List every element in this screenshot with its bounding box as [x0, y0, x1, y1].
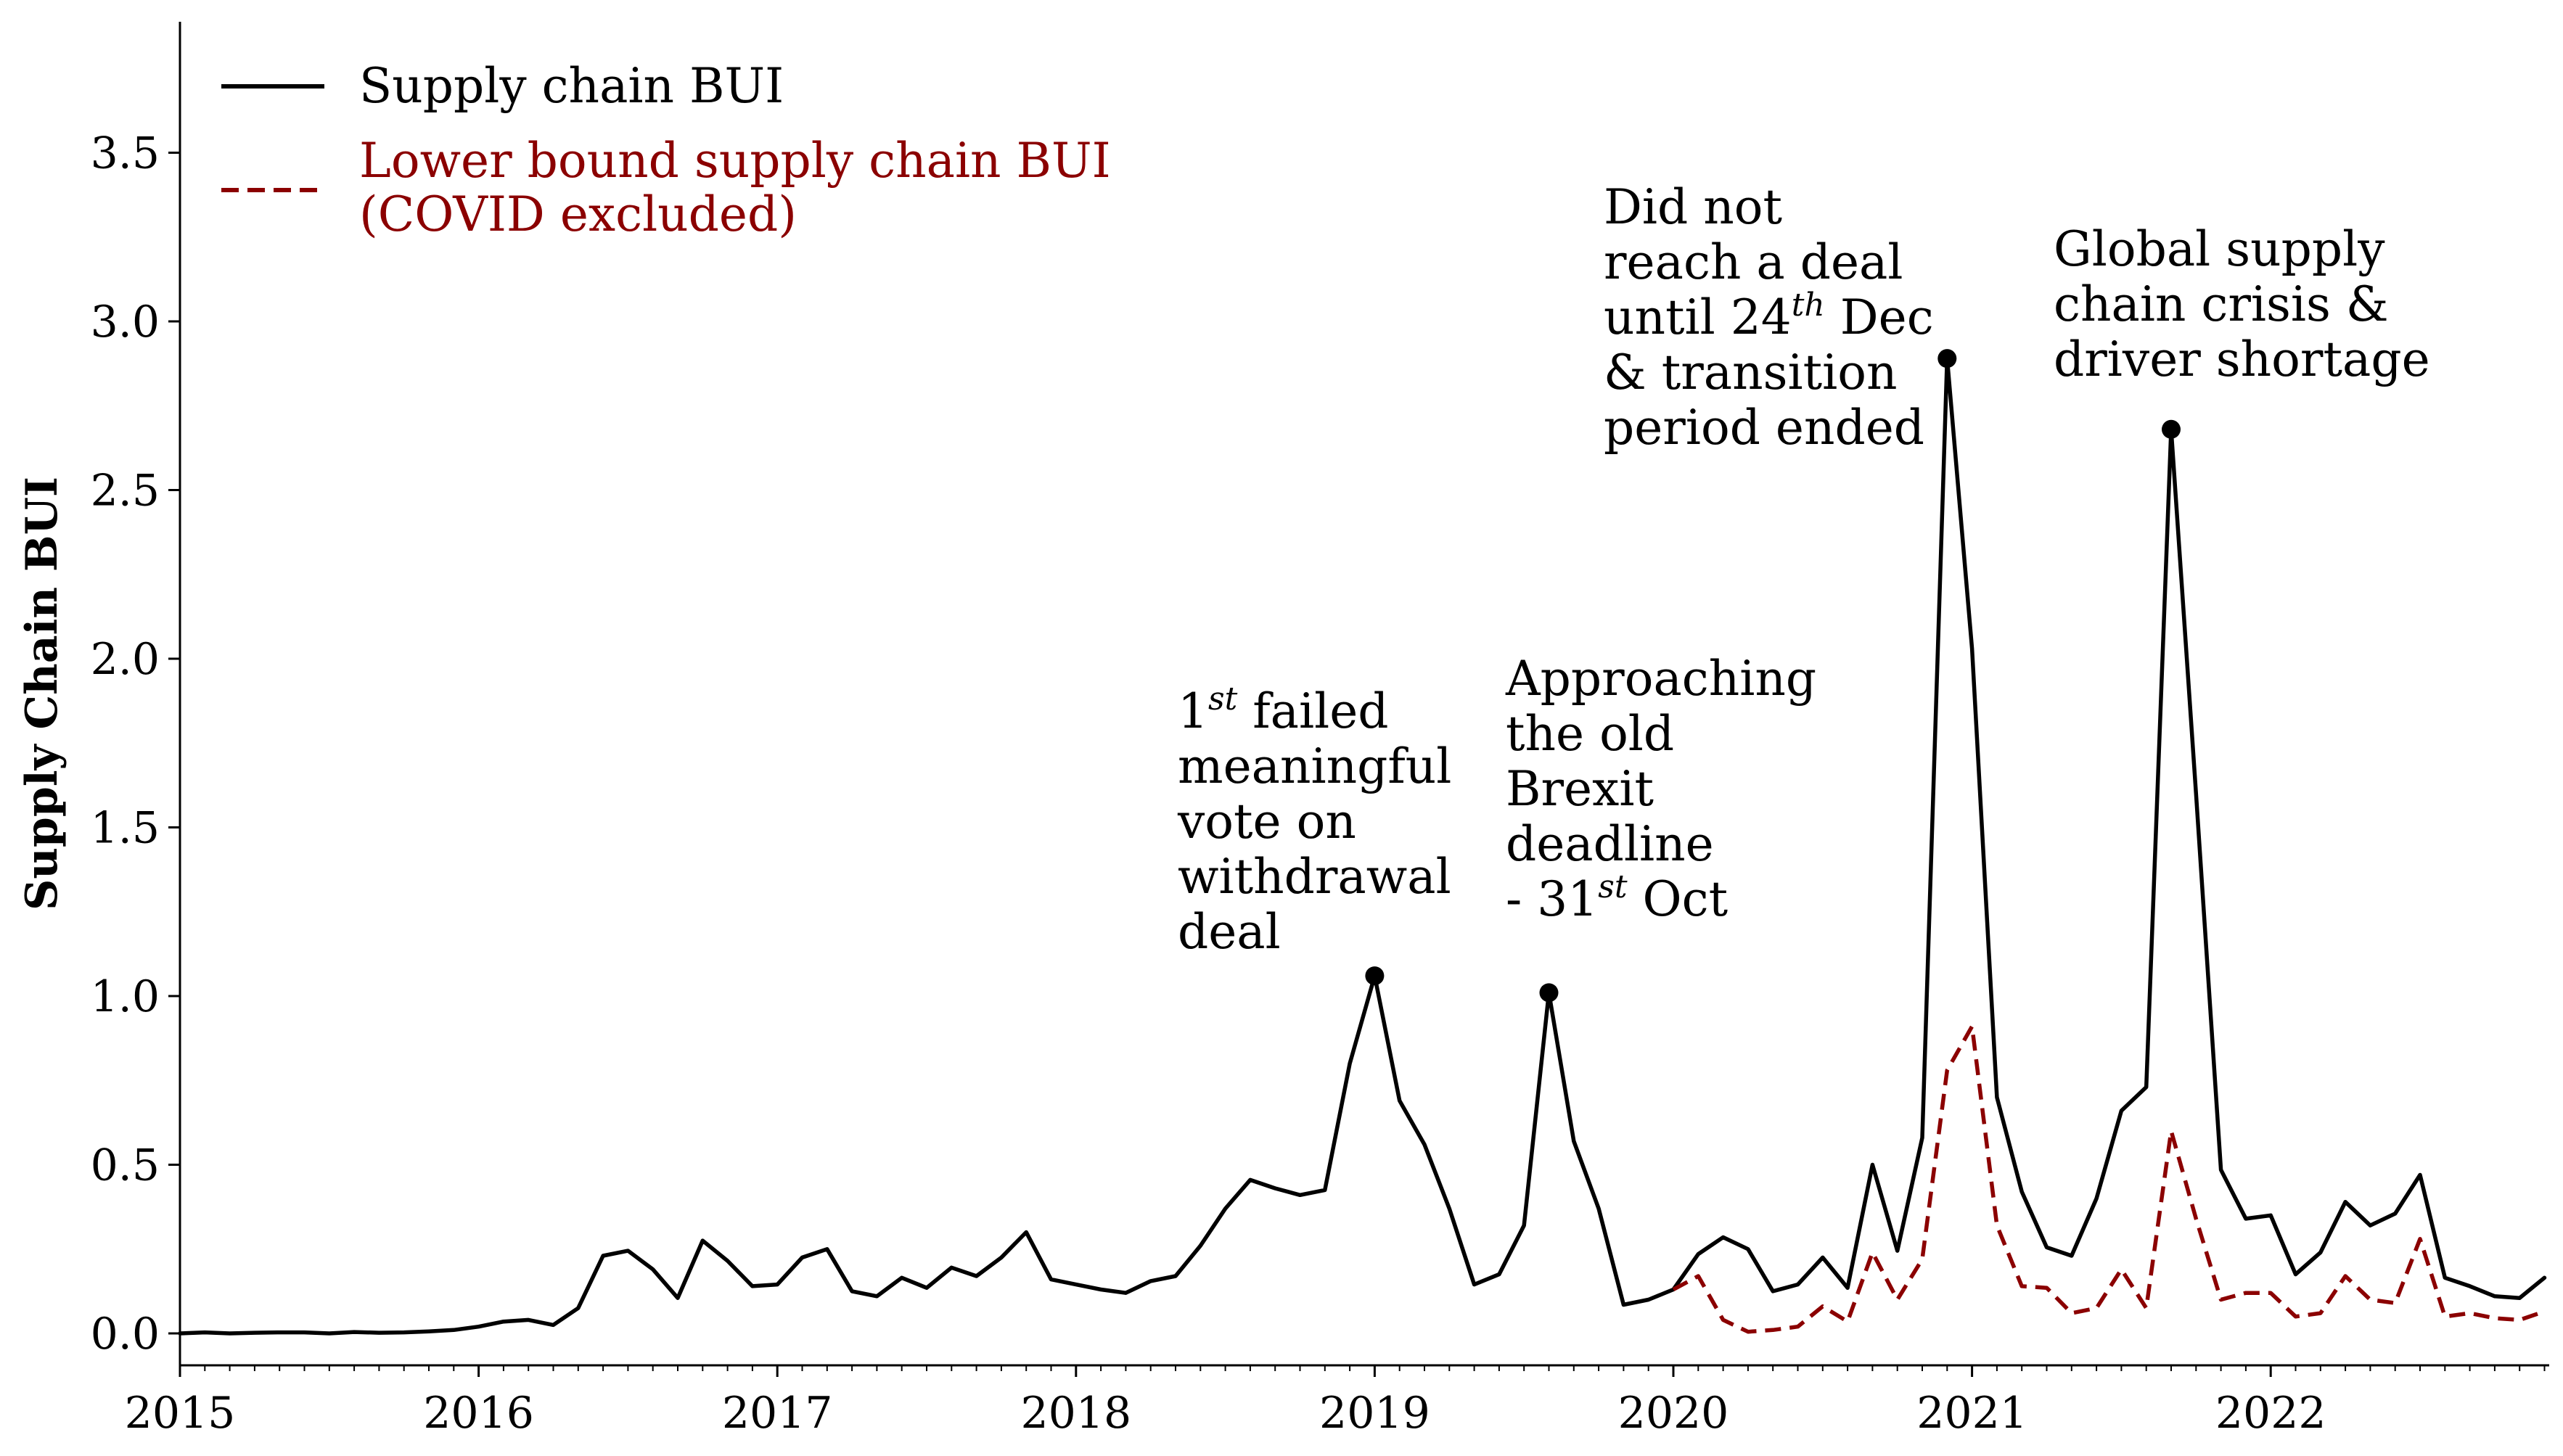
annotation-line: chain crisis &: [2054, 276, 2389, 332]
annotation-text-run: meaningful: [1178, 739, 1451, 794]
axes: 0.0 0.5 1.0 1.5 2.0 2.5 3.0 3.5 2015 2016 2017 2018…: [17, 22, 2549, 1439]
y-tick-label: 2.0: [91, 634, 160, 685]
annotation-text-run: chain crisis &: [2054, 276, 2389, 332]
annotation-text-run: Global supply: [2054, 221, 2385, 277]
annotation-line: deal: [1178, 904, 1281, 960]
y-tick-label: 0.5: [91, 1140, 160, 1191]
annotation-text-run: failed: [1237, 683, 1388, 739]
y-tick-label: 2.5: [91, 466, 160, 517]
annotation-line: Global supply: [2054, 221, 2385, 277]
annotation-line: the old: [1506, 706, 1674, 762]
x-tick-label: 2020: [1618, 1388, 1729, 1439]
annotation-text-run: deadline: [1506, 816, 1714, 872]
x-tick-label: 2019: [1319, 1388, 1430, 1439]
x-tick-label: 2015: [125, 1388, 236, 1439]
annotation-line: period ended: [1604, 400, 1924, 456]
y-tick-label: 0.0: [91, 1309, 160, 1360]
annotation-line: & transition: [1604, 345, 1898, 400]
annotation-line: Did not: [1604, 179, 1782, 235]
annotation-text-run: Did not: [1604, 179, 1782, 235]
y-tick-label: 1.5: [91, 803, 160, 854]
annotation-text-run: the old: [1506, 706, 1674, 762]
peak-marker: [1539, 983, 1559, 1003]
annotation-text-run: Oct: [1628, 871, 1729, 927]
annotation-line: Brexit: [1506, 761, 1654, 817]
annotation-line: vote on: [1177, 794, 1356, 850]
annotation-text-run: vote on: [1177, 794, 1356, 850]
annotation-line: driver shortage: [2054, 332, 2430, 387]
annotation-text-run: until 24: [1604, 289, 1792, 345]
annotation-text-run: 1: [1178, 683, 1208, 739]
peak-marker: [1365, 966, 1385, 986]
annotation-line: withdrawal: [1178, 849, 1451, 905]
annotation-text-run: & transition: [1604, 345, 1898, 400]
annotation-text-run: Dec: [1825, 289, 1934, 345]
annotation-text-run: withdrawal: [1178, 849, 1451, 905]
annotation-text-run: - 31: [1506, 871, 1598, 927]
y-axis-title: Supply Chain BUI: [17, 477, 67, 910]
annotation-superscript: th: [1792, 287, 1825, 324]
y-tick-label: 3.0: [91, 297, 160, 347]
series-layer: [178, 356, 2547, 1336]
annotation-line: until 24th Dec: [1604, 287, 1934, 346]
annotation-text-run: Approaching: [1505, 651, 1816, 707]
x-tick-label: 2016: [423, 1388, 534, 1439]
legend-label-dashed-line2: (COVID excluded): [359, 186, 797, 242]
annotation-line: 1st failed: [1178, 680, 1389, 740]
peak-marker: [2162, 419, 2181, 439]
x-tick-label: 2017: [722, 1388, 833, 1439]
annotation-line: deadline: [1506, 816, 1714, 872]
y-tick-label: 1.0: [91, 971, 160, 1022]
x-tick-label: 2022: [2215, 1388, 2326, 1439]
series-line-supply-chain-bui: [178, 356, 2547, 1336]
legend: Supply chain BUI Lower bound supply chai…: [221, 58, 1111, 242]
annotation-line: meaningful: [1178, 739, 1451, 794]
annotation-line: reach a deal: [1604, 234, 1903, 290]
x-tick-label: 2021: [1916, 1388, 2027, 1439]
x-tick-label: 2018: [1020, 1388, 1131, 1439]
legend-label-dashed-line1: Lower bound supply chain BUI: [359, 133, 1111, 189]
peak-marker: [1937, 349, 1957, 369]
y-tick-label: 3.5: [91, 128, 160, 179]
series-line-lower-bound: [1672, 1024, 2546, 1334]
annotation-superscript: st: [1208, 680, 1238, 717]
annotation-superscript: st: [1598, 868, 1628, 905]
annotation-text-run: reach a deal: [1604, 234, 1903, 290]
legend-label-solid: Supply chain BUI: [359, 58, 784, 114]
annotation-text-run: period ended: [1604, 400, 1924, 456]
annotation-text-run: Brexit: [1506, 761, 1654, 817]
annotation-text-run: driver shortage: [2054, 332, 2430, 387]
annotation-text-run: deal: [1178, 904, 1281, 960]
annotation-line: - 31st Oct: [1506, 868, 1728, 928]
annotation-line: Approaching: [1505, 651, 1816, 707]
marker-layer: [1365, 349, 2181, 1003]
